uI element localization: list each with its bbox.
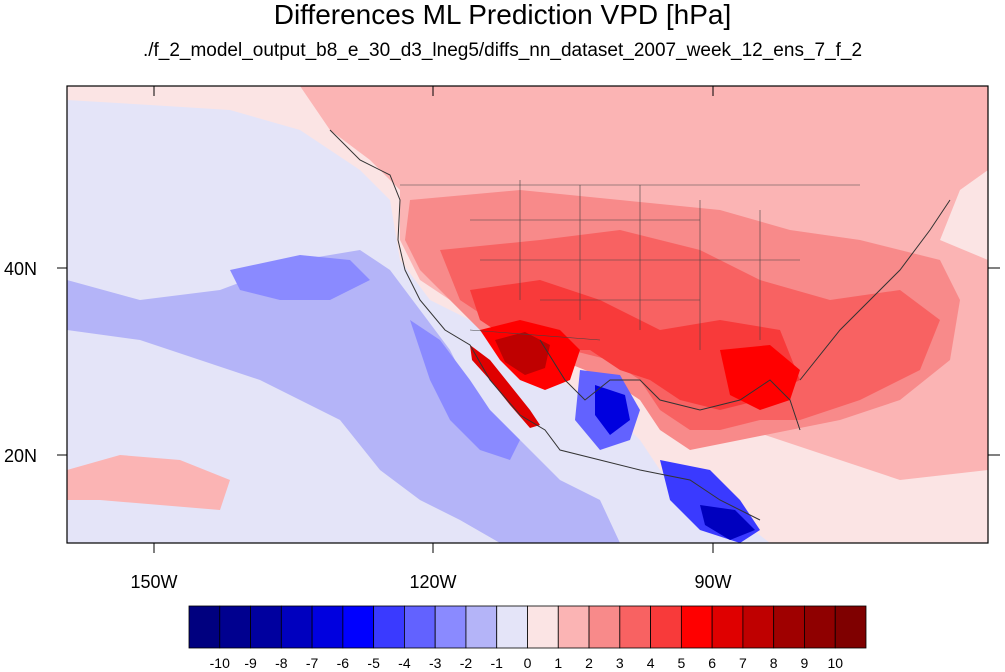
- colorbar-swatch: [342, 605, 375, 649]
- colorbar-swatch: [711, 605, 744, 649]
- colorbar-tick-label: 9: [801, 655, 809, 671]
- colorbar-labels: -10 -9 -8 -7 -6 -5 -4 -3 -2 -1 0 1 2 3 4 5 6 7 8 9 10: [210, 655, 844, 671]
- colorbar-tick-label: 2: [585, 655, 593, 671]
- field-baja-strip: [470, 345, 540, 428]
- colorbar: [188, 605, 867, 649]
- colorbar-tick-label: -10: [210, 655, 230, 671]
- colorbar-tick-label: 8: [770, 655, 778, 671]
- field-positive-south-pacific: [67, 455, 230, 510]
- colorbar-swatch: [434, 605, 467, 649]
- colorbar-swatch: [465, 605, 498, 649]
- colorbar-swatch: [557, 605, 590, 649]
- colorbar-tick-label: -8: [275, 655, 288, 671]
- colorbar-swatch: [404, 605, 436, 649]
- colorbar-swatch: [527, 605, 559, 649]
- field-positive-4-5: [470, 280, 800, 410]
- colorbar-tick-label: 5: [677, 655, 685, 671]
- colorbar-tick-label: -7: [306, 655, 319, 671]
- colorbar-tick-label: 1: [554, 655, 562, 671]
- field-negative-mexico-deep: [595, 385, 630, 435]
- colorbar-tick-label: -2: [460, 655, 473, 671]
- map-title: Differences ML Prediction VPD [hPa]: [273, 0, 732, 30]
- colorbar-tick-label: -9: [244, 655, 257, 671]
- colorbar-tick-label: -5: [367, 655, 380, 671]
- colorbar-swatch: [280, 605, 313, 649]
- lon-label-150w: 150W: [130, 572, 177, 592]
- map-subtitle: ./f_2_model_output_b8_e_30_d3_lneg5/diff…: [142, 40, 863, 61]
- colorbar-tick-label: -6: [337, 655, 350, 671]
- field-negative-coast: [410, 320, 520, 460]
- colorbar-swatch: [650, 605, 682, 649]
- colorbar-swatch: [804, 605, 836, 649]
- colorbar-tick-label: 3: [616, 655, 624, 671]
- colorbar-swatch: [250, 605, 282, 649]
- coastline: [329, 129, 951, 521]
- colorbar-tick-label: 10: [827, 655, 843, 671]
- colorbar-tick-label: -4: [398, 655, 411, 671]
- colorbar-tick-label: -1: [491, 655, 504, 671]
- colorbar-swatch: [188, 605, 221, 649]
- colorbar-swatch: [742, 605, 775, 649]
- plot-frame: [66, 85, 989, 544]
- colorbar-swatch: [619, 605, 651, 649]
- colorbar-tick-label: 7: [739, 655, 747, 671]
- colorbar-tick-label: -3: [429, 655, 442, 671]
- vpd-difference-field: [67, 86, 988, 543]
- colorbar-swatch: [588, 605, 621, 649]
- colorbar-tick-label: 4: [647, 655, 655, 671]
- political-borders: [400, 180, 860, 350]
- lat-label-40n: 40N: [4, 259, 37, 279]
- field-southeast-hotspot: [720, 345, 800, 410]
- field-negative-pacific-2: [230, 255, 370, 300]
- colorbar-tick-label: 0: [524, 655, 532, 671]
- field-negative-central-america-deep: [700, 505, 755, 540]
- axis-ticks: [57, 86, 1000, 553]
- lon-label-90w: 90W: [694, 572, 731, 592]
- colorbar-swatch: [219, 605, 251, 649]
- colorbar-swatch: [773, 605, 805, 649]
- field-positive-7-9: [495, 332, 550, 375]
- colorbar-swatch: [373, 605, 405, 649]
- lat-label-20n: 20N: [4, 446, 37, 466]
- colorbar-swatch: [834, 605, 867, 649]
- lon-label-120w: 120W: [409, 572, 456, 592]
- field-negative-pacific: [67, 250, 620, 543]
- colorbar-swatch: [680, 605, 713, 649]
- colorbar-swatch: [496, 605, 528, 649]
- colorbar-tick-label: 6: [708, 655, 716, 671]
- colorbar-swatch: [311, 605, 344, 649]
